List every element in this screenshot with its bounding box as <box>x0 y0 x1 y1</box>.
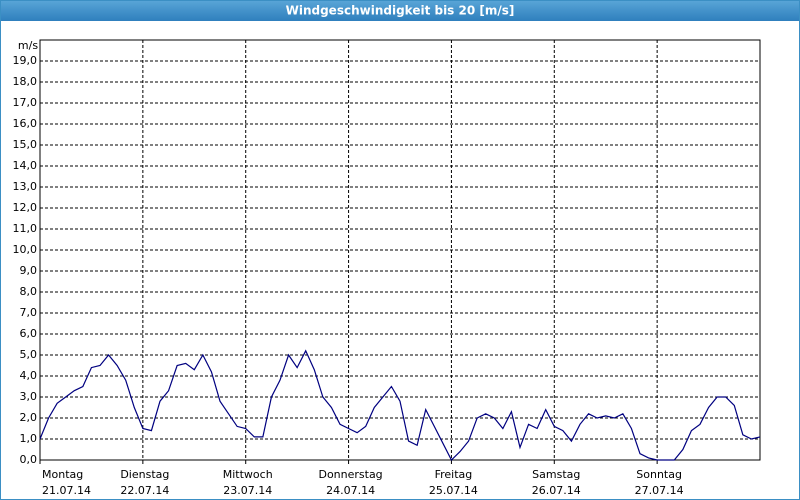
y-tick-label: 17,0 <box>13 96 38 109</box>
plot-frame <box>39 39 761 461</box>
x-tick-label: Freitag <box>435 468 473 481</box>
y-tick-label: 16,0 <box>13 117 38 130</box>
x-tick-date: 21.07.14 <box>42 484 91 497</box>
y-axis-label: m/s <box>18 39 38 52</box>
data-line <box>39 349 761 462</box>
y-tick-label: 11,0 <box>13 222 38 235</box>
y-tick-label: 10,0 <box>13 243 38 256</box>
x-tick-date: 27.07.14 <box>635 484 684 497</box>
y-tick-label: 14,0 <box>13 159 38 172</box>
x-tick-date: 22.07.14 <box>120 484 169 497</box>
y-tick-label: 13,0 <box>13 180 38 193</box>
y-tick-label: 9,0 <box>20 264 38 277</box>
x-tick-date: 24.07.14 <box>326 484 375 497</box>
x-tick-date: 23.07.14 <box>223 484 272 497</box>
y-tick-label: 2,0 <box>20 411 38 424</box>
x-tick-label: Montag <box>42 468 83 481</box>
y-tick-label: 6,0 <box>20 327 38 340</box>
x-tick-label: Mittwoch <box>223 468 273 481</box>
y-tick-label: 7,0 <box>20 306 38 319</box>
x-tick-label: Donnerstag <box>318 468 382 481</box>
title-bar <box>0 0 800 21</box>
x-tick-date: 26.07.14 <box>532 484 581 497</box>
y-tick-label: 12,0 <box>13 201 38 214</box>
x-tick-label: Samstag <box>532 468 580 481</box>
y-tick-label: 3,0 <box>20 390 38 403</box>
x-tick-date: 25.07.14 <box>429 484 478 497</box>
y-tick-label: 4,0 <box>20 369 38 382</box>
chart-title: Windgeschwindigkeit bis 20 [m/s] <box>286 4 515 18</box>
x-tick-label: Dienstag <box>120 468 169 481</box>
y-tick-label: 0,0 <box>20 453 38 466</box>
y-tick-label: 5,0 <box>20 348 38 361</box>
y-tick-label: 18,0 <box>13 75 38 88</box>
y-tick-label: 8,0 <box>20 285 38 298</box>
x-tick-label: Sonntag <box>636 468 682 481</box>
y-tick-label: 19,0 <box>13 54 38 67</box>
y-tick-label: 15,0 <box>13 138 38 151</box>
y-tick-label: 1,0 <box>20 432 38 445</box>
